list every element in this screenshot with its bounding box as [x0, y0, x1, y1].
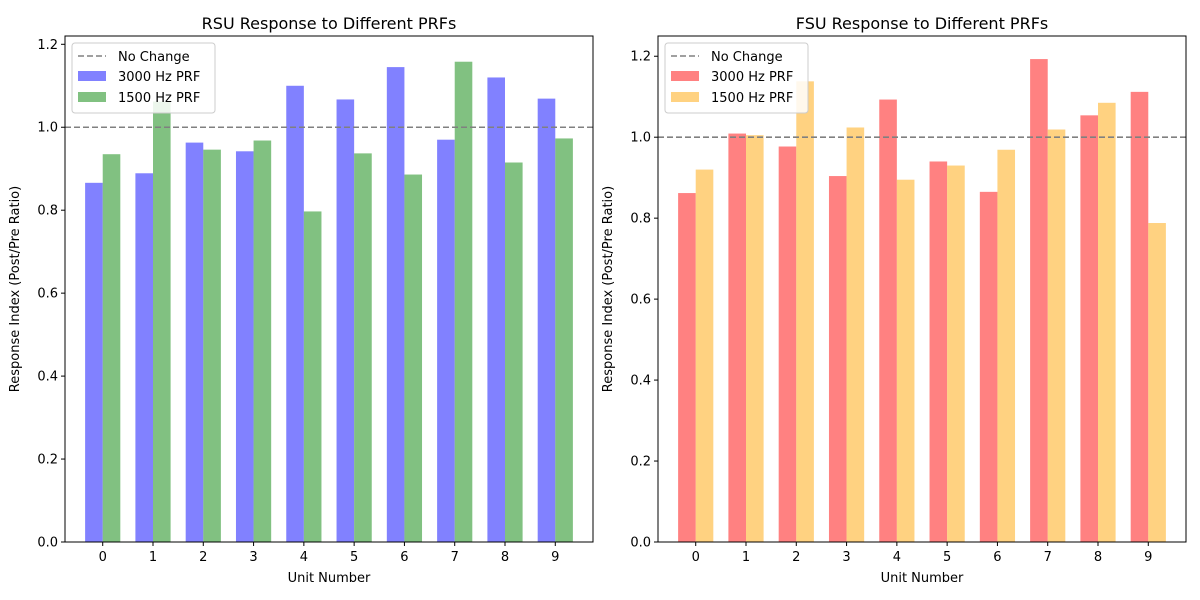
bar-prf-3000-unit-0: [85, 182, 103, 543]
bar-prf-1500-unit-8: [505, 162, 523, 542]
legend-label-prf-1500: 1500 Hz PRF: [711, 91, 793, 106]
y-axis-label: Response Index (Post/Pre Ratio): [601, 186, 616, 392]
x-axis-label: Unit Number: [881, 571, 964, 586]
y-tick-label: 1.0: [37, 121, 58, 136]
x-tick-label: 6: [993, 550, 1001, 565]
bar-prf-3000-unit-3: [235, 151, 254, 542]
y-tick-label: 0.6: [630, 293, 651, 308]
x-tick-label: 2: [199, 550, 207, 565]
y-tick-label: 0.0: [37, 536, 58, 551]
bar-prf-3000-unit-1: [728, 133, 746, 542]
x-tick-label: 2: [792, 550, 800, 565]
y-tick-label: 0.4: [630, 374, 651, 389]
legend-label-prf-3000: 3000 Hz PRF: [711, 70, 793, 85]
bar-prf-3000-unit-5: [929, 161, 948, 542]
x-tick-label: 5: [350, 550, 358, 565]
y-axis-label: Response Index (Post/Pre Ratio): [8, 186, 23, 392]
bar-prf-3000-unit-2: [185, 142, 204, 542]
y-tick-label: 0.8: [630, 212, 651, 227]
legend-box: [71, 42, 216, 114]
rsu-chart-panel: 0 1 2 3 4 5 6 7 8 9 0.0 0.2 0.4 0.6 0.8 1.0 1.2 RSU Respo…: [8, 14, 594, 586]
x-tick-label: 8: [501, 550, 509, 565]
x-tick-label: 9: [1144, 550, 1152, 565]
bar-prf-3000-unit-5: [336, 99, 355, 543]
y-tick-label: 1.2: [630, 50, 651, 65]
legend-swatch-prf-3000: [78, 71, 106, 81]
bar-prf-3000-unit-1: [135, 173, 153, 542]
fsu-chart-panel: 0 1 2 3 4 5 6 7 8 9 0.0 0.2 0.4 0.6 0.8 1.0 1.2 FSU Respo…: [601, 14, 1187, 586]
bar-prf-3000-unit-8: [1080, 115, 1098, 543]
bar-prf-1500-unit-7: [454, 61, 473, 542]
bar-prf-1500-unit-5: [947, 165, 965, 542]
bar-prf-3000-unit-4: [286, 85, 304, 542]
chart-title: RSU Response to Different PRFs: [202, 14, 457, 33]
bar-prf-3000-unit-8: [487, 77, 505, 543]
bar-prf-3000-unit-9: [1130, 91, 1149, 542]
x-tick-label: 0: [99, 550, 107, 565]
legend-label-prf-1500: 1500 Hz PRF: [118, 91, 200, 106]
bar-prf-1500-unit-7: [1047, 129, 1066, 543]
bar-prf-1500-unit-2: [796, 81, 814, 543]
legend-no-change-label: No Change: [711, 50, 783, 65]
x-tick-label: 3: [249, 550, 257, 565]
y-tick-label: 0.0: [630, 536, 651, 551]
x-tick-label: 1: [149, 550, 157, 565]
legend-swatch-prf-1500: [78, 92, 106, 102]
legend: No Change 3000 Hz PRF 1500 Hz PRF: [71, 42, 216, 114]
y-tick-label: 1.0: [630, 131, 651, 146]
bar-prf-1500-unit-4: [303, 211, 322, 542]
x-tick-label: 7: [1044, 550, 1052, 565]
bar-prf-3000-unit-3: [828, 176, 847, 543]
y-tick-label: 0.4: [37, 370, 58, 385]
bar-prf-1500-unit-6: [997, 149, 1016, 543]
x-axis-label: Unit Number: [288, 571, 371, 586]
bar-prf-1500-unit-6: [404, 174, 423, 542]
legend-swatch-prf-1500: [671, 92, 699, 102]
plot-frame: [64, 35, 594, 543]
bar-prf-1500-unit-4: [896, 179, 915, 543]
bar-prf-1500-unit-5: [354, 153, 372, 542]
bar-prf-3000-unit-2: [778, 146, 797, 542]
bar-prf-1500-unit-2: [203, 149, 221, 542]
x-tick-label: 6: [400, 550, 408, 565]
bar-prf-3000-unit-6: [386, 67, 405, 542]
bar-prf-1500-unit-1: [153, 101, 171, 542]
chart-title: FSU Response to Different PRFs: [796, 14, 1048, 33]
x-tick-label: 7: [451, 550, 459, 565]
x-tick-label: 9: [551, 550, 559, 565]
x-tick-label: 3: [842, 550, 850, 565]
y-tick-label: 0.6: [37, 287, 58, 302]
bar-prf-3000-unit-0: [678, 193, 696, 543]
bar-prf-1500-unit-1: [746, 135, 764, 542]
x-tick-label: 1: [742, 550, 750, 565]
legend: No Change 3000 Hz PRF 1500 Hz PRF: [664, 42, 809, 114]
plot-frame: [657, 35, 1187, 543]
bar-prf-1500-unit-3: [846, 127, 865, 542]
bar-prf-3000-unit-6: [979, 191, 998, 542]
y-tick-label: 0.8: [37, 204, 58, 219]
bar-prf-3000-unit-7: [437, 139, 455, 542]
bar-prf-1500-unit-0: [102, 154, 121, 542]
legend-label-prf-3000: 3000 Hz PRF: [118, 70, 200, 85]
legend-box: [664, 42, 809, 114]
bar-prf-1500-unit-3: [253, 140, 272, 542]
x-tick-label: 0: [692, 550, 700, 565]
y-tick-label: 0.2: [630, 455, 651, 470]
legend-no-change-label: No Change: [118, 50, 190, 65]
x-tick-label: 8: [1094, 550, 1102, 565]
legend-swatch-prf-3000: [671, 71, 699, 81]
x-tick-label: 4: [300, 550, 308, 565]
x-tick-label: 4: [893, 550, 901, 565]
bar-prf-1500-unit-9: [1148, 223, 1166, 543]
x-tick-label: 5: [943, 550, 951, 565]
y-tick-label: 0.2: [37, 453, 58, 468]
bar-prf-1500-unit-9: [555, 138, 573, 542]
bar-prf-3000-unit-7: [1030, 59, 1048, 542]
bar-prf-3000-unit-4: [879, 99, 897, 543]
bar-prf-1500-unit-0: [695, 169, 714, 543]
y-tick-label: 1.2: [37, 38, 58, 53]
bar-prf-3000-unit-9: [537, 98, 556, 542]
bar-prf-1500-unit-8: [1098, 102, 1116, 543]
